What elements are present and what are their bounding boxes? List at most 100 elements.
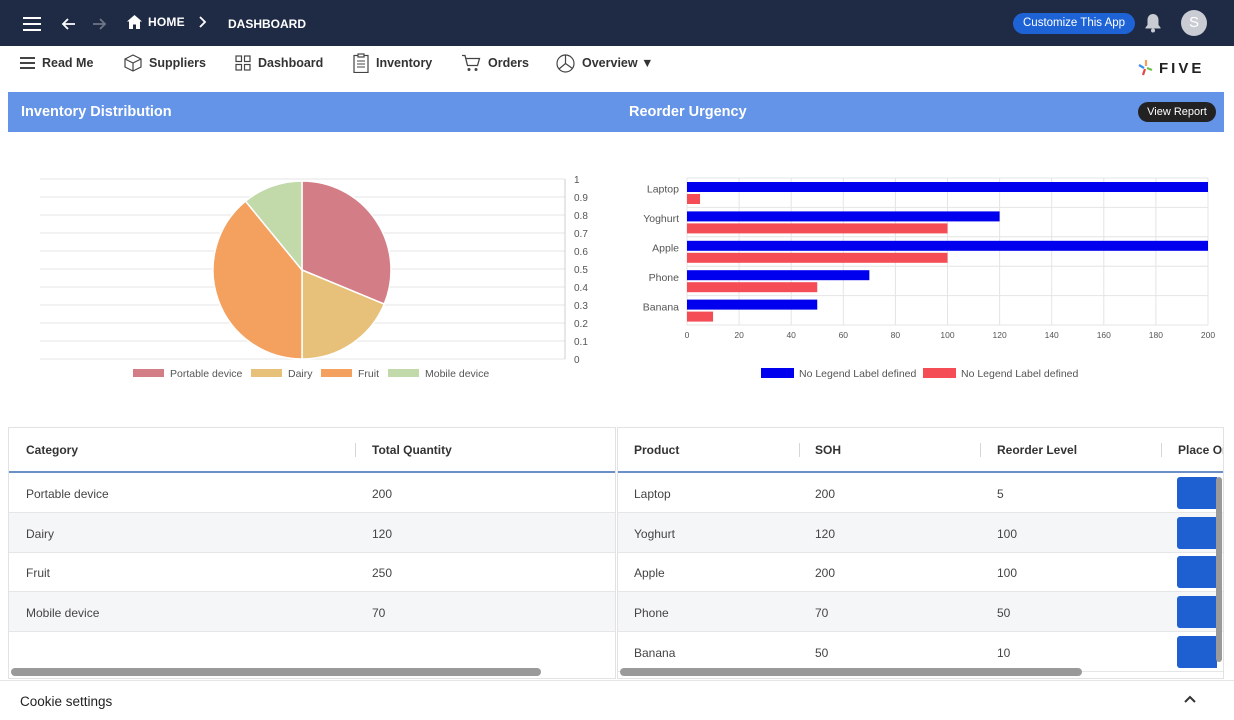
menu-item-inventory[interactable]: Inventory bbox=[353, 50, 432, 76]
table-row[interactable]: Banana 50 10 bbox=[618, 632, 1223, 672]
soh-cell: 120 bbox=[815, 527, 836, 541]
reorder-level-cell: 10 bbox=[997, 646, 1011, 660]
place-order-button[interactable] bbox=[1177, 517, 1217, 549]
legend-label: No Legend Label defined bbox=[799, 368, 917, 380]
bar-laptop-series-2 bbox=[687, 194, 701, 204]
legend-label: Portable device bbox=[170, 368, 243, 380]
column-divider bbox=[980, 443, 981, 457]
place-order-button[interactable] bbox=[1177, 596, 1217, 628]
pie-slice-mobile-device bbox=[244, 180, 303, 273]
pie-chart-svg: 1 0.9 0.8 0.7 0.6 0.5 0.4 0.3 0.2 0.1 0 Portable de… bbox=[40, 175, 588, 380]
cookie-settings-label: Cookie settings bbox=[20, 694, 113, 709]
bar-banana-series-2 bbox=[687, 311, 714, 322]
breadcrumb-dashboard[interactable]: DASHBOARD bbox=[228, 17, 306, 31]
table-row[interactable]: Dairy 120 bbox=[9, 513, 615, 553]
product-cell: Laptop bbox=[634, 487, 671, 501]
horizontal-scrollbar[interactable] bbox=[11, 668, 541, 676]
column-divider bbox=[355, 443, 356, 457]
menu-item-dashboard[interactable]: Dashboard bbox=[235, 50, 323, 76]
table-row[interactable]: Apple 200 100 bbox=[618, 552, 1223, 592]
column-header-place-order[interactable]: Place Or bbox=[1178, 443, 1224, 457]
column-header-product[interactable]: Product bbox=[634, 443, 680, 457]
legend-swatch bbox=[761, 368, 794, 378]
x-tick-label: 160 bbox=[1097, 330, 1111, 340]
horizontal-scrollbar[interactable] bbox=[620, 668, 1082, 676]
table-row[interactable]: Laptop 200 5 bbox=[618, 473, 1223, 513]
logo-text: FIVE bbox=[1159, 59, 1205, 77]
column-header-reorder-level[interactable]: Reorder Level bbox=[997, 443, 1078, 457]
product-cell: Phone bbox=[634, 606, 669, 620]
y-tick-label: 0.9 bbox=[574, 193, 588, 204]
five-logo: FIVE bbox=[1137, 59, 1204, 77]
avatar[interactable]: S bbox=[1181, 10, 1207, 36]
y-tick-label: 0.2 bbox=[574, 319, 588, 330]
clipboard-icon bbox=[353, 53, 369, 73]
column-header-soh[interactable]: SOH bbox=[815, 443, 842, 457]
home-icon bbox=[127, 15, 142, 29]
y-category-label: Banana bbox=[643, 301, 679, 313]
menu-item-overview[interactable]: Overview ▼ bbox=[556, 50, 653, 76]
y-tick-label: 0.1 bbox=[574, 337, 588, 348]
soh-cell: 200 bbox=[815, 566, 836, 580]
y-category-label: Phone bbox=[649, 272, 680, 284]
cart-icon bbox=[462, 54, 481, 71]
table-row[interactable]: Portable device 200 bbox=[9, 473, 615, 513]
category-cell: Dairy bbox=[26, 527, 55, 541]
breadcrumb-home-label: HOME bbox=[148, 15, 185, 29]
menu-item-label: Read Me bbox=[42, 56, 94, 70]
bell-icon[interactable] bbox=[1144, 13, 1162, 38]
back-arrow-icon[interactable] bbox=[56, 12, 80, 36]
chevron-up-icon[interactable] bbox=[1183, 694, 1197, 704]
category-cell: Portable device bbox=[26, 487, 109, 501]
place-order-button[interactable] bbox=[1177, 556, 1217, 588]
column-header-total-quantity[interactable]: Total Quantity bbox=[372, 443, 452, 457]
category-cell: Fruit bbox=[26, 566, 50, 580]
forward-arrow-icon[interactable] bbox=[88, 12, 112, 36]
x-tick-label: 40 bbox=[786, 330, 796, 340]
pie-slice-portable-device bbox=[301, 180, 392, 306]
table-row[interactable]: Phone 70 50 bbox=[618, 592, 1223, 632]
breadcrumb-home[interactable]: HOME bbox=[127, 15, 185, 29]
menu-item-suppliers[interactable]: Suppliers bbox=[124, 50, 206, 76]
place-order-button[interactable] bbox=[1177, 477, 1217, 509]
bar-banana-series-1 bbox=[687, 299, 818, 310]
y-tick-label: 0.4 bbox=[574, 283, 588, 294]
x-tick-label: 140 bbox=[1045, 330, 1059, 340]
column-header-category[interactable]: Category bbox=[26, 443, 79, 457]
reorder-level-cell: 100 bbox=[997, 527, 1018, 541]
bar-apple-series-1 bbox=[687, 240, 1208, 251]
menu-item-label: Overview ▼ bbox=[582, 56, 654, 70]
y-tick-label: 0.7 bbox=[574, 229, 588, 240]
five-logo-icon bbox=[1138, 60, 1153, 76]
y-tick-label: 1 bbox=[574, 175, 580, 186]
product-cell: Apple bbox=[634, 566, 665, 580]
top-app-bar: HOME DASHBOARD Customize This App S bbox=[0, 0, 1234, 46]
grid-icon bbox=[235, 55, 251, 71]
y-tick-label: 0.3 bbox=[574, 301, 588, 312]
hamburger-menu-icon[interactable] bbox=[20, 12, 44, 36]
menu-item-label: Orders bbox=[488, 56, 529, 70]
legend-label: No Legend Label defined bbox=[961, 368, 1079, 380]
vertical-scrollbar[interactable] bbox=[1216, 477, 1222, 662]
column-divider bbox=[1161, 443, 1162, 457]
menu-item-read-me[interactable]: Read Me bbox=[20, 50, 93, 76]
menu-item-label: Inventory bbox=[376, 56, 433, 70]
reorder-level-cell: 50 bbox=[997, 606, 1011, 620]
pie-slice-dairy bbox=[301, 268, 386, 360]
customize-app-button[interactable]: Customize This App bbox=[1013, 13, 1136, 34]
quantity-cell: 70 bbox=[372, 606, 386, 620]
quantity-cell: 120 bbox=[372, 527, 393, 541]
panel-header-inventory-distribution: Inventory Distribution bbox=[8, 92, 616, 132]
table-row[interactable]: Fruit 250 bbox=[9, 552, 615, 592]
category-table: Category Total Quantity Portable device … bbox=[8, 427, 616, 679]
view-report-button[interactable]: View Report bbox=[1138, 102, 1216, 122]
legend-swatch bbox=[133, 369, 164, 377]
y-tick-label: 0.6 bbox=[574, 247, 588, 258]
table-row[interactable]: Yoghurt 120 100 bbox=[618, 513, 1223, 553]
place-order-button[interactable] bbox=[1177, 636, 1217, 668]
legend-swatch bbox=[388, 369, 419, 377]
cookie-settings-bar[interactable]: Cookie settings bbox=[0, 680, 1234, 720]
table-row[interactable]: Mobile device 70 bbox=[9, 592, 615, 632]
y-category-label: Yoghurt bbox=[643, 213, 679, 225]
menu-item-orders[interactable]: Orders bbox=[461, 50, 529, 76]
